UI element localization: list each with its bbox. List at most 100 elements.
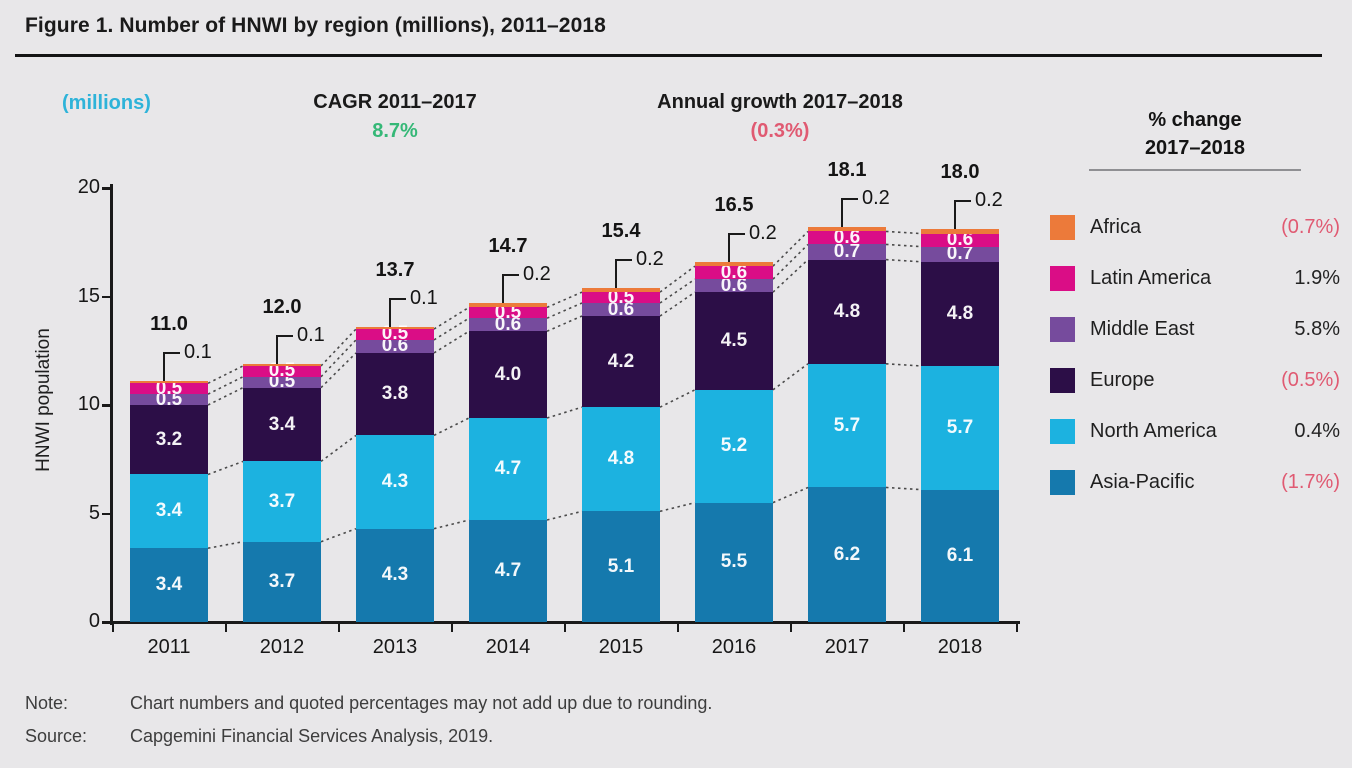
- bar-segment-asia-pacific-2015: [582, 511, 660, 622]
- connector-line: [433, 306, 470, 330]
- africa-callout-value: 0.2: [749, 221, 777, 244]
- segment-value-label: 3.7: [268, 570, 296, 592]
- africa-callout-hline: [728, 232, 745, 235]
- bar-segment-latin-america-2014: [469, 307, 547, 319]
- note-label: Note:: [25, 693, 69, 713]
- connector-line: [207, 365, 244, 385]
- bar-segment-europe-2018: [921, 261, 999, 366]
- connector-line: [546, 291, 583, 309]
- bar-segment-middle-east-2012: [243, 376, 321, 388]
- bar-segment-north-america-2018: [921, 365, 999, 490]
- connector-line: [207, 376, 244, 395]
- y-tick: [102, 295, 111, 298]
- legend-item-latin-america: Latin America 1.9%: [1050, 266, 1340, 291]
- bar-segment-africa-2013: [356, 326, 434, 330]
- connector-line: [772, 363, 809, 391]
- segment-value-label: 4.7: [494, 458, 522, 479]
- connector-line: [433, 317, 470, 341]
- bar-total-label: 12.0: [262, 295, 302, 318]
- africa-callout-hline: [502, 274, 519, 276]
- connector-line: [546, 302, 583, 319]
- connector-line: [320, 339, 357, 378]
- segment-value-label: 0.7: [833, 241, 861, 262]
- note-text: Chart numbers and quoted percentages may…: [130, 693, 713, 713]
- connector-line: [659, 291, 696, 317]
- segment-value-label: 6.2: [833, 543, 861, 565]
- legend-item-asia-pacific: Asia-Pacific (1.7%): [1050, 470, 1340, 495]
- y-axis-line: [110, 184, 113, 625]
- segment-value-label: 3.8: [381, 383, 409, 405]
- segment-value-label: 0.6: [720, 261, 748, 283]
- africa-callout-hline: [389, 297, 406, 300]
- segment-value-label: 4.3: [381, 471, 409, 493]
- y-tick: [102, 404, 111, 407]
- africa-swatch: [1050, 215, 1075, 240]
- africa-callout-vline: [163, 352, 165, 382]
- connector-line: [546, 406, 583, 419]
- legend-header-line2: 2017–2018: [1144, 137, 1246, 159]
- bar-total-label: 18.1: [827, 159, 867, 182]
- figure-title: Figure 1. Number of HNWI by region (mill…: [25, 14, 606, 37]
- asia-pacific-swatch: [1050, 470, 1075, 495]
- annual-growth-stat: Annual growth 2017–2018 (0.3%): [630, 88, 930, 146]
- bar-segment-middle-east-2014: [469, 318, 547, 332]
- annual-growth-label: Annual growth 2017–2018: [657, 91, 903, 113]
- segment-value-label: 0.6: [381, 335, 409, 357]
- x-tick: [789, 624, 792, 632]
- x-axis-year-label: 2012: [259, 636, 305, 658]
- africa-callout-vline: [276, 334, 278, 364]
- africa-callout-hline: [841, 198, 858, 201]
- y-tick-label: 10: [77, 393, 100, 415]
- legend-label: North America: [1090, 420, 1217, 442]
- connector-line: [885, 486, 922, 491]
- bar-total-label: 16.5: [714, 193, 754, 216]
- segment-value-label: 4.5: [720, 329, 748, 351]
- bar-segment-africa-2018: [921, 229, 999, 234]
- connector-line: [659, 389, 696, 408]
- legend-header-line1: % change: [1148, 109, 1242, 131]
- segment-value-label: 0.7: [946, 243, 974, 265]
- bar-segment-latin-america-2018: [921, 233, 999, 247]
- bar-segment-asia-pacific-2018: [921, 489, 999, 622]
- segment-value-label: 4.8: [607, 448, 635, 470]
- bar-segment-middle-east-2015: [582, 303, 660, 317]
- connector-line: [885, 258, 922, 263]
- segment-value-label: 4.7: [494, 560, 522, 581]
- bar-segment-europe-2014: [469, 331, 547, 419]
- segment-value-label: 5.7: [833, 414, 861, 436]
- cagr-value: 8.7%: [372, 120, 418, 142]
- bar-segment-latin-america-2016: [695, 266, 773, 280]
- bar-total-label: 18.0: [940, 161, 980, 184]
- bar-total-label: 15.4: [601, 219, 641, 242]
- legend-label: Middle East: [1090, 318, 1195, 340]
- bar-segment-latin-america-2013: [356, 329, 434, 340]
- africa-callout-vline: [502, 274, 504, 303]
- segment-value-label: 0.6: [833, 226, 861, 248]
- x-axis-year-label: 2014: [485, 636, 531, 658]
- segment-value-label: 3.4: [268, 413, 296, 435]
- bar-segment-latin-america-2012: [243, 365, 321, 377]
- x-tick: [1015, 624, 1018, 632]
- segment-value-label: 0.6: [607, 298, 635, 320]
- bar-total-label: 14.7: [488, 235, 528, 257]
- bar-segment-africa-2016: [695, 261, 773, 267]
- middle-east-swatch: [1050, 317, 1075, 342]
- africa-callout-hline: [276, 334, 293, 337]
- bar-segment-north-america-2015: [582, 407, 660, 512]
- connector-line: [885, 230, 922, 235]
- bar-segment-asia-pacific-2016: [695, 502, 773, 622]
- x-axis-year-label: 2013: [372, 636, 418, 658]
- bar-segment-europe-2017: [808, 259, 886, 364]
- y-tick: [102, 187, 111, 190]
- legend-item-europe: Europe (0.5%): [1050, 368, 1340, 393]
- legend-items: Africa (0.7%) Latin America 1.9% Middle East…: [1050, 215, 1340, 495]
- legend-label: Latin America: [1090, 267, 1212, 289]
- bar-segment-africa-2017: [808, 227, 886, 232]
- connector-line: [320, 352, 357, 389]
- legend-label: Europe: [1090, 369, 1155, 391]
- x-tick: [450, 624, 453, 632]
- legend-item-middle-east: Middle East 5.8%: [1050, 317, 1340, 342]
- bar-total-label: 11.0: [150, 313, 188, 336]
- connector-line: [433, 417, 470, 437]
- connector-line: [885, 362, 922, 367]
